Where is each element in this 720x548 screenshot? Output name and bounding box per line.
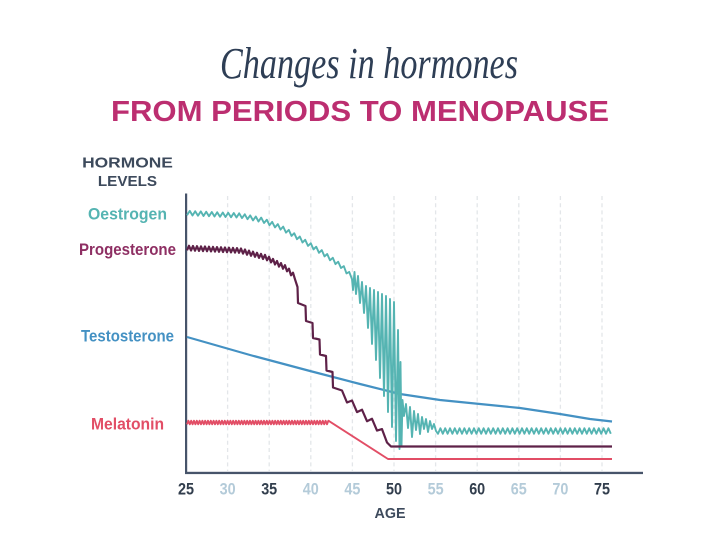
svg-text:30: 30 [220, 481, 236, 499]
svg-text:45: 45 [344, 481, 360, 499]
svg-text:40: 40 [303, 481, 319, 499]
svg-text:35: 35 [261, 481, 277, 499]
svg-text:55: 55 [428, 481, 444, 499]
svg-text:Testosterone: Testosterone [81, 328, 174, 346]
svg-text:25: 25 [178, 481, 194, 499]
svg-text:FROM PERIODS TO MENOPAUSE: FROM PERIODS TO MENOPAUSE [111, 96, 609, 128]
svg-text:LEVELS: LEVELS [98, 173, 157, 190]
svg-text:Melatonin: Melatonin [91, 415, 164, 433]
svg-text:Progesterone: Progesterone [79, 241, 176, 259]
svg-text:Oestrogen: Oestrogen [88, 205, 167, 223]
svg-text:50: 50 [386, 481, 402, 499]
svg-text:75: 75 [594, 481, 610, 499]
svg-text:70: 70 [552, 481, 568, 499]
svg-text:AGE: AGE [375, 506, 406, 522]
svg-text:Changes in hormones: Changes in hormones [220, 39, 518, 88]
svg-text:HORMONE: HORMONE [82, 155, 173, 172]
svg-text:60: 60 [469, 481, 485, 499]
svg-text:65: 65 [511, 481, 527, 499]
